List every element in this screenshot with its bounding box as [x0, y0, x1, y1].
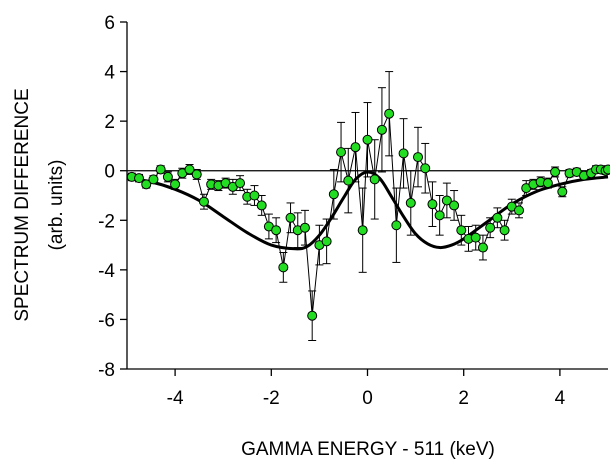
data-point	[134, 173, 145, 184]
data-point	[278, 262, 289, 273]
x-tick-label: 0	[362, 388, 373, 409]
data-point	[384, 108, 395, 119]
data-point	[603, 164, 610, 175]
data-point	[285, 212, 296, 223]
data-point	[420, 163, 431, 174]
data-point	[256, 200, 267, 211]
y-axis-title-line-2: (arb. units)	[46, 160, 67, 251]
y-tick-label: -4	[98, 261, 115, 282]
data-point	[321, 236, 332, 247]
data-point	[550, 166, 561, 177]
y-tick-label: 4	[104, 63, 115, 84]
data-point	[369, 174, 380, 185]
data-point	[328, 189, 339, 200]
data-point	[350, 142, 361, 153]
y-tick-label: -2	[98, 211, 115, 232]
data-point	[441, 195, 452, 206]
data-point	[485, 222, 496, 233]
y-tick-label: -8	[98, 360, 115, 381]
data-point	[434, 210, 445, 221]
y-tick-label: 6	[104, 13, 115, 34]
x-tick-label: -2	[263, 388, 280, 409]
data-point	[427, 199, 438, 210]
data-point	[148, 174, 159, 185]
data-point	[336, 147, 347, 158]
data-point	[470, 232, 481, 243]
data-point	[362, 134, 373, 145]
data-point	[184, 164, 195, 175]
data-point	[405, 197, 416, 208]
data-point	[514, 205, 525, 216]
data-point	[357, 225, 368, 236]
data-point	[376, 124, 387, 135]
data-point	[449, 200, 460, 211]
data-point	[343, 175, 354, 186]
data-point	[456, 225, 467, 236]
data-point	[307, 310, 318, 321]
y-axis-title-line-1: SPECTRUM DIFFERENCE	[12, 88, 33, 321]
x-tick-label: -4	[167, 388, 184, 409]
data-point	[557, 186, 568, 197]
plot-area	[126, 71, 610, 341]
data-point	[198, 196, 209, 207]
y-tick-label: 0	[104, 162, 115, 183]
data-point	[162, 171, 173, 182]
data-point	[170, 179, 181, 190]
axes: -8 -6 -4 -2 0 2 4 6 -4 -2 0 2 4	[98, 13, 608, 409]
data-point	[141, 179, 152, 190]
data-point	[191, 169, 202, 180]
data-point	[499, 225, 510, 236]
data-point	[155, 164, 166, 175]
x-tick-label: 2	[458, 388, 469, 409]
data-point	[249, 190, 260, 201]
data-point	[299, 222, 310, 233]
data-point	[235, 178, 246, 189]
data-point	[398, 148, 409, 159]
x-axis-title: GAMMA ENERGY - 511 (keV)	[241, 439, 495, 460]
data-point	[492, 212, 503, 223]
data-point	[413, 152, 424, 163]
data-point	[542, 178, 553, 189]
data-point	[271, 225, 282, 236]
x-tick-label: 4	[555, 388, 566, 409]
data-point	[391, 220, 402, 231]
y-tick-label: 2	[104, 112, 115, 133]
data-point	[477, 242, 488, 253]
y-tick-label: -6	[98, 310, 115, 331]
